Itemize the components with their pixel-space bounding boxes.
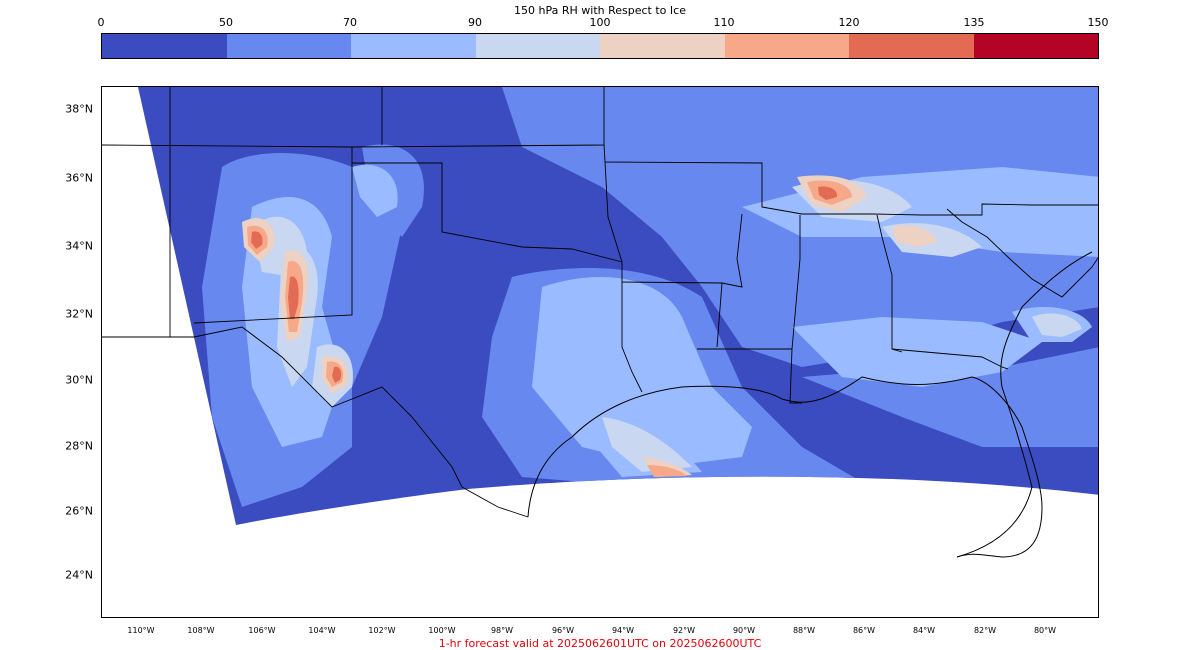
- rh-contour-70: [352, 164, 398, 217]
- colorbar-tick: 100: [589, 16, 611, 29]
- colorbar-tick: 150: [1087, 16, 1109, 29]
- lat-label: 28°N: [65, 439, 93, 453]
- rh-contour-90: [602, 417, 692, 472]
- lon-label: 84°W: [912, 626, 936, 635]
- lon-label: 86°W: [852, 626, 876, 635]
- coastline: [527, 251, 1093, 558]
- colorbar-tick: 90: [468, 16, 482, 29]
- colorbar-tick: 0: [97, 16, 105, 29]
- colorbar-segment: [226, 34, 351, 58]
- rh-field-map: [102, 87, 1098, 558]
- colorbar-tick: 50: [219, 16, 233, 29]
- colorbar-tick: 110: [713, 16, 735, 29]
- lat-label: 32°N: [65, 307, 93, 321]
- state-boundaries: [102, 87, 1098, 518]
- lat-label: 24°N: [65, 568, 93, 582]
- lat-label: 38°N: [65, 102, 93, 116]
- colorbar-segment: [475, 34, 600, 58]
- rh-contour-110: [647, 465, 687, 477]
- rh-contours: [202, 87, 1098, 508]
- colorbar-segment: [724, 34, 849, 58]
- lon-label: 106°W: [248, 626, 276, 635]
- rh-contour-100: [892, 225, 937, 247]
- rh-contour-120: [288, 276, 299, 319]
- lat-label: 30°N: [65, 373, 93, 387]
- lon-label: 82°W: [973, 626, 997, 635]
- lat-label: 26°N: [65, 504, 93, 518]
- colorbar: [101, 33, 1099, 59]
- rh-contour-90: [1032, 313, 1082, 337]
- colorbar-tick: 120: [838, 16, 860, 29]
- lon-label: 90°W: [732, 626, 756, 635]
- colorbar-tick: 70: [343, 16, 357, 29]
- lon-label: 98°W: [490, 626, 514, 635]
- lon-label: 104°W: [308, 626, 336, 635]
- colorbar-segment: [849, 34, 974, 58]
- lon-label: 94°W: [611, 626, 635, 635]
- lat-label: 36°N: [65, 171, 93, 185]
- colorbar-segment: [600, 34, 725, 58]
- colorbar-tick: 135: [963, 16, 985, 29]
- lon-label: 80°W: [1033, 626, 1057, 635]
- lon-label: 92°W: [672, 626, 696, 635]
- rh-contour-70: [792, 317, 1042, 387]
- colorbar-segment: [351, 34, 476, 58]
- rh-contour-120: [332, 366, 342, 383]
- lat-label: 34°N: [65, 239, 93, 253]
- lon-label: 96°W: [551, 626, 575, 635]
- lon-label: 88°W: [792, 626, 816, 635]
- lon-label: 102°W: [368, 626, 396, 635]
- lon-label: 108°W: [187, 626, 215, 635]
- rh-contour-120: [818, 186, 838, 200]
- lon-label: 100°W: [428, 626, 456, 635]
- lon-label: 110°W: [127, 626, 155, 635]
- colorbar-segment: [102, 34, 227, 58]
- map-panel: [101, 86, 1099, 618]
- colorbar-segment: [973, 34, 1098, 58]
- rh-contour-120: [251, 231, 263, 249]
- colorbar-title: 150 hPa RH with Respect to Ice: [514, 4, 686, 17]
- rh-contour-70: [532, 277, 752, 467]
- forecast-valid-caption: 1-hr forecast valid at 2025062601UTC on …: [438, 637, 762, 650]
